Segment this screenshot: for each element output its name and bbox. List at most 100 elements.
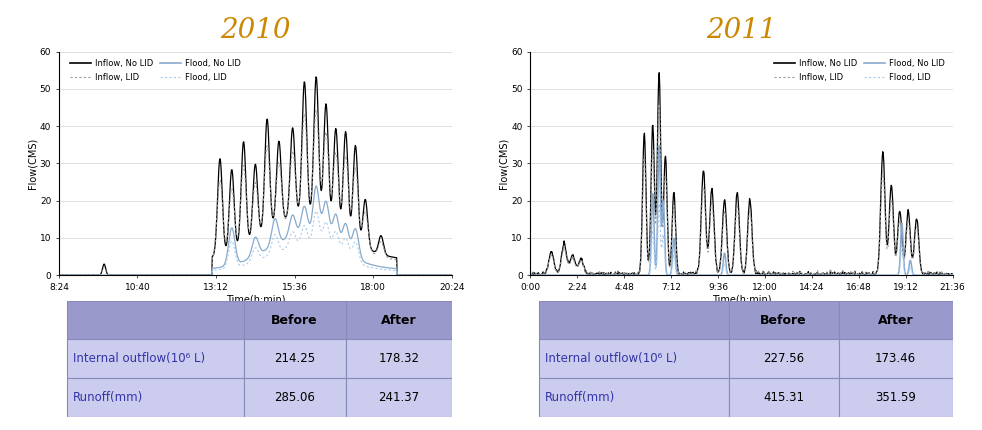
Inflow, No LID (889, 246, 900, 251)
Flood, LID (392, 273, 404, 278)
Flood, LID (846, 273, 857, 278)
Flood, LID (889, 273, 900, 278)
X-axis label: Time(h:min): Time(h:min) (712, 295, 771, 304)
Inflow, LID (392, 273, 404, 278)
Inflow, No LID (392, 273, 404, 278)
Flood, No LID (310, 184, 322, 189)
Flood, No LID (78, 273, 89, 278)
Inflow, No LID (770, 272, 782, 277)
Line: Inflow, LID: Inflow, LID (530, 104, 953, 275)
Bar (67, 301, 244, 339)
Flood, LID (524, 273, 536, 278)
Flood, No LID (524, 273, 536, 278)
Bar (346, 378, 452, 417)
Inflow, No LID (292, 200, 303, 205)
Inflow, LID (292, 199, 303, 204)
Bar (839, 378, 953, 417)
Flood, LID (352, 243, 363, 249)
Inflow, No LID (352, 169, 363, 175)
Line: Flood, LID: Flood, LID (530, 204, 953, 275)
Flood, No LID (53, 273, 65, 278)
Text: Runoff(mm): Runoff(mm) (545, 391, 616, 404)
Inflow, LID (352, 181, 363, 187)
Bar (67, 339, 244, 378)
Bar (346, 339, 452, 378)
Inflow, LID (846, 270, 857, 276)
Bar (539, 339, 729, 378)
Line: Flood, LID: Flood, LID (59, 211, 452, 275)
Flood, No LID (392, 273, 404, 278)
Inflow, No LID (303, 194, 315, 200)
Inflow, LID (78, 273, 89, 278)
Inflow, No LID (550, 267, 562, 272)
Flood, No LID (782, 273, 793, 278)
Bar (346, 301, 452, 339)
Inflow, No LID (793, 269, 805, 274)
Inflow, No LID (281, 211, 293, 216)
Text: 415.31: 415.31 (763, 391, 804, 404)
Text: After: After (381, 313, 416, 327)
Bar (539, 301, 729, 339)
Inflow, LID (793, 269, 805, 274)
Text: Runoff(mm): Runoff(mm) (73, 391, 143, 404)
Legend: Inflow, No LID, Inflow, LID, Flood, No LID, Flood, LID: Inflow, No LID, Inflow, LID, Flood, No L… (771, 56, 949, 86)
Inflow, LID (524, 271, 536, 276)
Flood, LID (310, 209, 322, 214)
Flood, No LID (770, 273, 782, 278)
Bar (244, 339, 346, 378)
Bar (539, 378, 729, 417)
Bar (244, 301, 346, 339)
Inflow, LID (281, 212, 293, 217)
Flood, No LID (889, 273, 900, 278)
Bar (244, 378, 346, 417)
Flood, No LID (281, 232, 293, 237)
Inflow, LID (53, 273, 65, 278)
Legend: Inflow, No LID, Inflow, LID, Flood, No LID, Flood, LID: Inflow, No LID, Inflow, LID, Flood, No L… (67, 56, 245, 86)
Bar (67, 378, 244, 417)
Text: Internal outflow(10⁶ L): Internal outflow(10⁶ L) (73, 352, 205, 365)
Flood, No LID (947, 273, 958, 278)
Text: After: After (878, 313, 913, 327)
Inflow, No LID (947, 271, 958, 276)
Flood, LID (947, 273, 958, 278)
Flood, LID (782, 273, 793, 278)
Flood, LID (281, 243, 293, 249)
Inflow, LID (782, 272, 793, 277)
Inflow, No LID (846, 271, 857, 276)
Flood, No LID (303, 220, 315, 225)
Flood, No LID (653, 143, 665, 148)
Inflow, LID (303, 190, 315, 196)
Text: 214.25: 214.25 (274, 352, 315, 365)
Text: Before: Before (760, 313, 807, 327)
Flood, LID (446, 273, 458, 278)
Inflow, No LID (53, 273, 65, 278)
Flood, LID (303, 235, 315, 240)
Inflow, LID (310, 108, 322, 113)
Line: Inflow, LID: Inflow, LID (59, 111, 452, 275)
Inflow, No LID (310, 74, 322, 80)
Text: 285.06: 285.06 (274, 391, 315, 404)
Bar (839, 301, 953, 339)
Flood, LID (292, 238, 303, 243)
Inflow, LID (550, 267, 562, 273)
Inflow, No LID (782, 272, 793, 277)
Text: Before: Before (271, 313, 318, 327)
Inflow, LID (653, 101, 665, 107)
X-axis label: Time(h:min): Time(h:min) (226, 295, 285, 304)
Bar (729, 378, 839, 417)
Text: 241.37: 241.37 (378, 391, 419, 404)
Flood, LID (550, 273, 562, 278)
Flood, No LID (550, 273, 562, 278)
Text: 2010: 2010 (220, 17, 291, 44)
Text: 2011: 2011 (706, 17, 777, 44)
Text: 178.32: 178.32 (378, 352, 419, 365)
Flood, LID (53, 273, 65, 278)
Bar (729, 339, 839, 378)
Line: Flood, No LID: Flood, No LID (59, 186, 452, 275)
Bar (729, 301, 839, 339)
Inflow, LID (947, 271, 958, 276)
Flood, LID (78, 273, 89, 278)
Inflow, No LID (446, 273, 458, 278)
Flood, No LID (446, 273, 458, 278)
Inflow, LID (889, 249, 900, 254)
